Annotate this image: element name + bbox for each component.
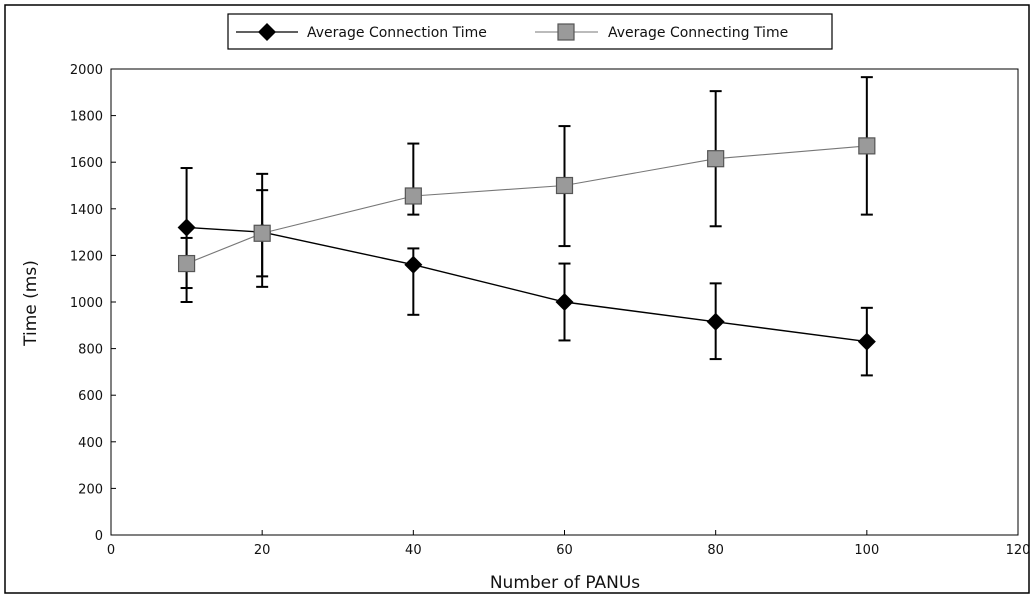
data-point-square: [253, 224, 271, 242]
x-tick-label: 120: [1006, 543, 1031, 558]
x-tick-label: 80: [707, 543, 724, 558]
y-tick-label: 2000: [70, 63, 103, 78]
data-point-square: [404, 187, 422, 205]
data-point-square: [177, 254, 196, 273]
x-tick-label: 40: [405, 543, 422, 558]
data-point-diamond: [177, 218, 196, 237]
y-tick-label: 1600: [70, 156, 103, 171]
y-tick-label: 400: [78, 436, 103, 451]
legend-box: [227, 13, 833, 50]
y-tick-label: 200: [78, 482, 103, 497]
series-line: [186, 226, 867, 343]
x-tick-label: 0: [107, 543, 115, 558]
series-line: [186, 145, 867, 265]
legend-label-connection: Average Connection Time: [307, 25, 487, 41]
data-point-diamond: [555, 293, 574, 311]
x-axis-title: Number of PANUs: [490, 573, 640, 593]
data-point-diamond: [706, 312, 725, 331]
legend: Average Connection Time Average Connecti…: [227, 13, 833, 50]
data-point-square: [858, 137, 876, 155]
data-point-square: [707, 150, 725, 168]
x-tick-label: 60: [556, 543, 573, 558]
data-point-diamond: [404, 255, 423, 274]
series-connecting-time: [177, 76, 876, 290]
y-tick-label: 1400: [70, 203, 103, 218]
chart-frame: [4, 4, 1030, 594]
legend-entry-connecting: Average Connecting Time: [535, 23, 788, 41]
x-tick-label: 20: [254, 543, 271, 558]
y-tick-label: 1800: [70, 110, 103, 125]
x-tick-label: 100: [854, 543, 879, 558]
legend-entry-connection: Average Connection Time: [236, 23, 487, 41]
y-tick-label: 1000: [70, 296, 103, 311]
legend-label-connecting: Average Connecting Time: [608, 25, 788, 41]
series-layer: [177, 76, 876, 377]
y-axis-title: Time (ms): [21, 260, 41, 347]
axes: 0 20 40 60 80 100 1200200400600800100012001400…: [70, 63, 1031, 558]
y-tick-label: 800: [78, 343, 103, 358]
square-marker-icon: [557, 23, 575, 41]
y-tick-label: 600: [78, 389, 103, 404]
diamond-marker-icon: [258, 23, 276, 41]
y-tick-label: 1200: [70, 249, 103, 264]
y-tick-label: 0: [95, 529, 103, 544]
data-point-square: [555, 176, 574, 195]
data-point-diamond: [857, 332, 876, 351]
